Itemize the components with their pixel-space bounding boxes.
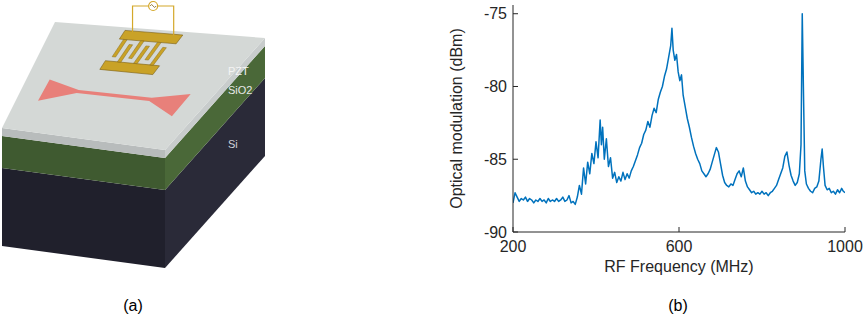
device-diagram: PZT SiO2 Si <box>2 2 265 269</box>
chart: 200 600 1000 -90 -85 -80 -75 RF Frequency (MHz)… <box>448 5 863 275</box>
x-tick-label: 1000 <box>827 238 863 255</box>
plot-area <box>513 14 845 205</box>
x-tick <box>845 227 846 232</box>
y-axis-title: Optical modulation (dBm) <box>448 28 465 209</box>
layer-label: SiO2 <box>228 84 252 96</box>
spectrum-line <box>513 14 845 205</box>
electrode-finger <box>117 45 132 63</box>
y-tick-label: -85 <box>484 151 507 168</box>
y-tick-label: -90 <box>484 224 507 241</box>
figure: PZT SiO2 Si (a) 200 600 1000 -90 -85 -80 -75 RF Fre… <box>0 0 867 322</box>
ac-symbol <box>150 5 156 8</box>
x-tick-label: 200 <box>500 238 527 255</box>
waveguide <box>38 79 191 116</box>
y-tick-label: -80 <box>484 78 507 95</box>
y-tick-label: -75 <box>484 5 507 22</box>
ac-source <box>149 2 158 11</box>
y-tick <box>513 86 518 87</box>
pzt-top <box>2 22 265 150</box>
layer-label: Si <box>228 138 238 150</box>
panel-caption: (a) <box>123 297 143 314</box>
electrode-finger <box>150 47 167 65</box>
electrode-pad <box>100 61 160 75</box>
y-tick <box>513 232 518 233</box>
y-tick <box>513 13 518 14</box>
x-axis-title: RF Frequency (MHz) <box>604 258 753 275</box>
x-tick <box>679 227 680 232</box>
x-tick-label: 600 <box>666 238 693 255</box>
y-axis <box>513 5 514 232</box>
x-tick <box>513 227 514 232</box>
y-tick <box>513 159 518 160</box>
electrode-finger <box>134 46 150 64</box>
layer-label: PZT <box>228 65 249 77</box>
panel-caption: (b) <box>668 297 688 314</box>
